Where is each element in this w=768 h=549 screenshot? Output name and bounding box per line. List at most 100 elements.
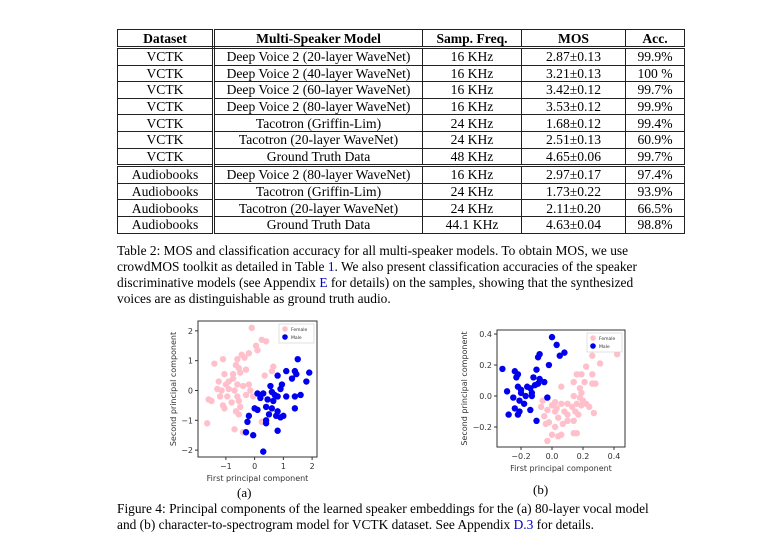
scatter-point-female <box>235 411 243 418</box>
appendix-d3-link[interactable]: D.3 <box>513 517 534 532</box>
scatter-point-male <box>270 397 277 405</box>
scatter-point-female <box>237 369 244 376</box>
table-cell: 44.1 KHz <box>422 215 522 234</box>
scatter-point-male <box>294 355 301 363</box>
table-cell: 24 KHz <box>422 130 522 149</box>
appendix-e-link[interactable]: E <box>319 275 328 290</box>
y-tick-label: 2 <box>188 327 193 336</box>
table-1-link[interactable]: 1 <box>327 259 335 274</box>
table-caption: Table 2: MOS and classification accuracy… <box>117 243 689 307</box>
table-cell: 24 KHz <box>422 182 522 201</box>
table-cell: Tacotron (20-layer WaveNet) <box>213 130 423 149</box>
scatter-point-male <box>283 367 290 375</box>
table-cell: Deep Voice 2 (20-layer WaveNet) <box>213 47 423 66</box>
scatter-point-female <box>237 403 244 411</box>
x-tick-label: −1 <box>220 462 232 471</box>
scatter-point-female <box>559 420 567 428</box>
scatter-point-female <box>239 382 247 390</box>
scatter-point-female <box>564 417 571 425</box>
scatter-point-female <box>590 409 598 417</box>
x-tick-label: 0.0 <box>546 452 559 461</box>
scatter-point-male <box>528 389 536 397</box>
caption-text: . We also present classification accurac… <box>334 259 637 274</box>
table-row: VCTK Deep Voice 2 (20-layer WaveNet) 16 KH… <box>117 47 685 66</box>
column-header: Acc. <box>625 29 685 49</box>
table-cell: 16 KHz <box>422 81 522 99</box>
scatter-point-male <box>534 380 542 387</box>
scatter-point-female <box>208 397 215 405</box>
scatter-point-female <box>242 366 250 373</box>
table-cell: 99.9% <box>625 97 685 116</box>
y-tick-label: 1 <box>188 357 193 366</box>
table-cell: VCTK <box>117 114 215 132</box>
scatter-point-male <box>561 349 568 356</box>
scatter-point-female <box>555 414 562 421</box>
caption-text: Figure 4: Principal components of the le… <box>117 501 649 516</box>
scatter-point-female <box>216 393 224 400</box>
plot-frame <box>197 320 318 458</box>
scatter-point-male <box>291 405 299 412</box>
scatter-point-female <box>218 387 225 394</box>
scatter-point-female <box>544 437 551 445</box>
scatter-point-male <box>522 392 529 400</box>
legend-label: Male <box>599 344 610 350</box>
scatter-point-female <box>242 391 250 399</box>
scatter-point-male <box>530 374 537 381</box>
scatter-point-female <box>262 338 270 345</box>
scatter-point-male <box>533 417 540 425</box>
column-header: Dataset <box>117 29 215 49</box>
scatter-point-male <box>254 406 261 414</box>
scatter-point-male <box>262 420 270 427</box>
scatter-point-female <box>558 383 565 390</box>
scatter-point-female <box>613 350 621 358</box>
table-cell: Audiobooks <box>117 215 215 234</box>
figure-caption: Figure 4: Principal components of the le… <box>117 501 689 533</box>
legend-label: Male <box>291 335 302 341</box>
scatter-point-male <box>533 366 540 373</box>
scatter-point-male <box>274 393 281 400</box>
scatter-point-female <box>215 378 222 385</box>
x-tick-label: 1 <box>281 462 286 471</box>
scatter-point-male <box>277 385 284 393</box>
table-cell: Ground Truth Data <box>213 215 423 234</box>
scatter-point-female <box>589 352 596 359</box>
scatter-point-female <box>581 378 588 386</box>
scatter-point-male <box>516 397 523 404</box>
caption-text: voices are as distinguishable as ground … <box>117 291 391 306</box>
scatter-point-female <box>225 385 232 393</box>
caption-text: crowdMOS toolkit as detailed in Table <box>117 259 328 274</box>
scatter-point-female <box>254 347 261 354</box>
scatter-point-male <box>511 405 519 412</box>
y-axis-label: Second principal component <box>460 331 469 445</box>
x-axis-label: First principal component <box>207 474 309 483</box>
scatter-point-female <box>596 360 604 367</box>
y-tick-label: −0.2 <box>473 423 492 432</box>
x-axis-label: First principal component <box>510 464 612 473</box>
table-cell: 99.9% <box>625 47 685 66</box>
table-row: Audiobooks Tacotron (20-layer WaveNet) 24 … <box>117 199 685 217</box>
table-cell: 99.7% <box>625 147 685 167</box>
scatter-point-female <box>248 324 255 332</box>
scatter-point-male <box>520 400 528 407</box>
scatter-point-female <box>245 350 253 357</box>
scatter-point-female <box>541 412 548 420</box>
scatter-point-male <box>303 378 310 385</box>
caption-text: and (b) character-to-spectrogram model f… <box>117 517 514 532</box>
y-tick-label: 0.0 <box>479 392 492 401</box>
scatter-point-male <box>544 394 551 401</box>
scatter-point-female <box>551 408 559 415</box>
x-tick-label: 0.2 <box>577 452 590 461</box>
scatter-point-female <box>573 430 581 437</box>
scatter-point-male <box>499 365 506 373</box>
scatter-point-female <box>573 371 581 378</box>
scatter-point-female <box>582 363 590 370</box>
scatter-point-female <box>229 370 237 378</box>
table-row: Audiobooks Deep Voice 2 (80-layer WaveNet… <box>117 164 685 184</box>
results-table: Dataset Multi-Speaker Model Samp. Freq. MOS… <box>117 29 685 234</box>
scatter-point-male <box>293 370 300 378</box>
scatter-point-female <box>589 371 596 378</box>
scatter-point-female <box>234 355 241 363</box>
scatter-point-male <box>265 411 273 418</box>
scatter-point-female <box>544 406 551 414</box>
